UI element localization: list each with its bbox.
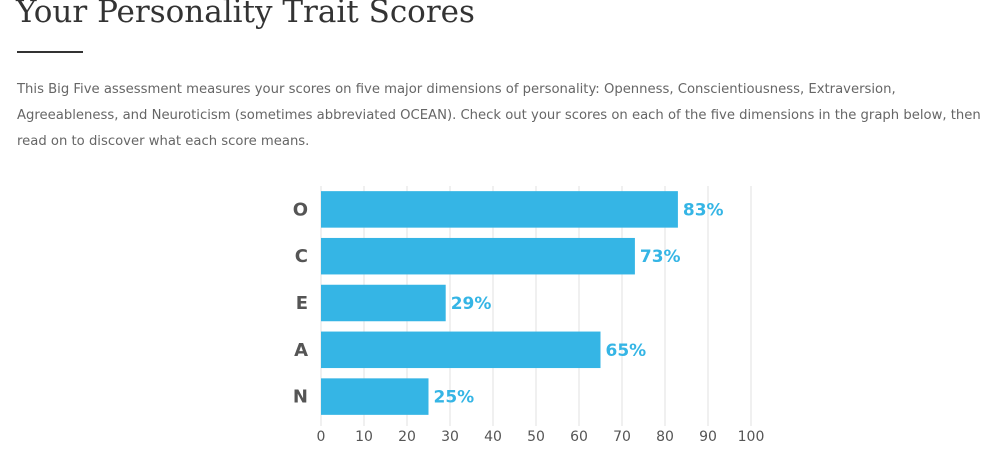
value-label: 25%	[434, 388, 475, 408]
y-tick-label: C	[295, 246, 308, 267]
title-underline	[17, 51, 83, 53]
y-tick-label: N	[293, 387, 308, 408]
y-tick-label: A	[294, 340, 308, 361]
bar	[321, 237, 635, 275]
value-label: 29%	[451, 294, 492, 314]
x-tick-label: 30	[441, 429, 459, 445]
value-label: 65%	[606, 341, 647, 361]
x-tick-label: 60	[570, 429, 588, 445]
bar	[321, 191, 678, 228]
value-label: 73%	[640, 247, 681, 267]
x-tick-label: 10	[355, 429, 373, 445]
value-label: 83%	[683, 200, 724, 220]
intro-text: This Big Five assessment measures your s…	[17, 82, 981, 149]
x-tick-label: 100	[738, 429, 765, 445]
x-tick-label: 90	[699, 429, 717, 445]
x-tick-label: 50	[527, 429, 545, 445]
y-tick-label: O	[293, 199, 308, 220]
page-title: Your Personality Trait Scores	[16, 0, 475, 30]
x-tick-label: 80	[656, 429, 674, 445]
x-tick-label: 0	[317, 429, 326, 445]
x-tick-label: 20	[398, 429, 416, 445]
y-tick-label: E	[296, 293, 308, 314]
bar	[321, 378, 429, 415]
bar	[321, 284, 446, 322]
bar	[321, 331, 601, 369]
x-tick-label: 70	[613, 429, 631, 445]
x-tick-label: 40	[484, 429, 502, 445]
